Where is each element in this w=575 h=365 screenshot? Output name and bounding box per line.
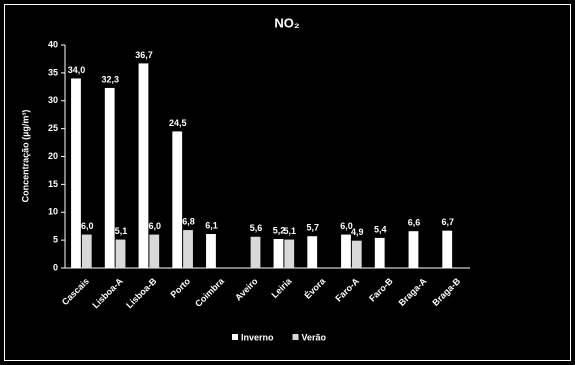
bar [307, 236, 318, 268]
value-label: 5,1 [284, 226, 297, 236]
value-label: 6,8 [182, 216, 195, 226]
bar [408, 231, 419, 268]
frame [4, 4, 571, 361]
value-label: 6,7 [441, 217, 454, 227]
value-label: 6,1 [205, 220, 218, 230]
value-label: 6,0 [340, 221, 353, 231]
bar [206, 233, 216, 268]
y-tick-label: 30 [48, 95, 58, 105]
y-tick-label: 15 [48, 179, 58, 189]
value-label: 6,6 [408, 218, 421, 228]
legend-swatch [292, 334, 299, 340]
y-tick-label: 40 [48, 39, 58, 49]
bar [71, 78, 81, 268]
chart-title: NO₂ [274, 15, 300, 30]
bar [183, 230, 193, 268]
value-label: 36,7 [135, 50, 153, 60]
bar [81, 234, 92, 268]
value-label: 34,0 [68, 65, 86, 75]
bar [442, 230, 453, 268]
bar [374, 237, 385, 268]
legend-label: Inverno [241, 332, 274, 342]
bar [115, 239, 126, 268]
y-tick-label: 35 [48, 67, 58, 77]
value-label: 5,2 [273, 225, 286, 235]
bar [273, 239, 284, 268]
y-tick-label: 10 [48, 207, 58, 217]
value-label: 4,9 [351, 227, 364, 237]
value-label: 24,5 [169, 118, 187, 128]
bar [284, 239, 295, 268]
bar [138, 63, 149, 269]
bar [341, 234, 351, 268]
value-label: 6,0 [149, 221, 162, 231]
y-tick-label: 5 [53, 235, 58, 245]
bar [172, 131, 183, 268]
legend-swatch [232, 334, 238, 340]
y-tick-label: 20 [48, 151, 58, 161]
value-label: 5,1 [115, 226, 128, 236]
legend-label: Verão [302, 332, 327, 342]
y-tick-label: 0 [53, 262, 58, 272]
value-label: 5,4 [374, 224, 387, 234]
value-label: 5,6 [250, 223, 263, 233]
value-label: 32,3 [101, 74, 119, 84]
value-label: 6,0 [81, 221, 94, 231]
bar [351, 240, 362, 268]
y-axis-label: Concentração (µg/m³) [20, 110, 30, 203]
bar [104, 87, 115, 269]
value-label: 5,7 [306, 223, 319, 233]
bar [250, 236, 261, 268]
y-tick-label: 25 [48, 123, 58, 133]
bar [149, 234, 160, 268]
